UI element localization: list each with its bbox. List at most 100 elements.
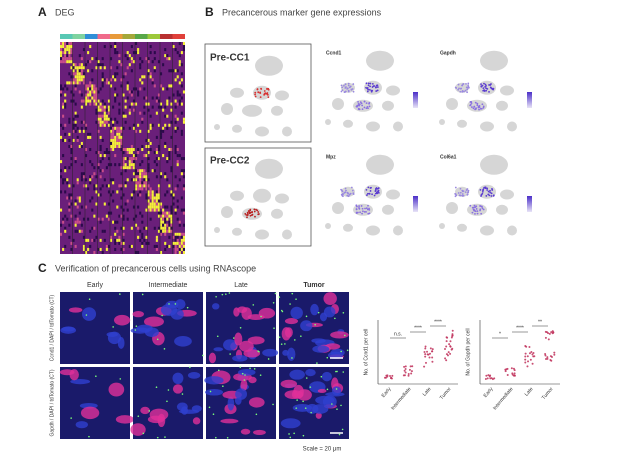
cell-blob (290, 306, 303, 320)
heat-cell (176, 217, 179, 221)
umap-cluster (214, 227, 220, 233)
heat-cell (168, 244, 171, 248)
x-category: Late (524, 386, 535, 397)
rna-dot (267, 358, 270, 360)
umap-cluster (480, 225, 494, 236)
heat-cell (114, 75, 117, 79)
heat-cell (91, 69, 94, 73)
heat-cell (166, 160, 169, 164)
umap-cell (486, 187, 489, 190)
heat-cell (137, 93, 140, 97)
heat-cell (116, 135, 119, 139)
umap-cell (473, 209, 476, 212)
umap-cell (352, 90, 355, 93)
heat-cell (141, 181, 144, 185)
heat-cell (95, 235, 98, 239)
heat-cell (180, 196, 183, 200)
heat-cell (132, 87, 135, 91)
heat-cell (89, 135, 92, 139)
heat-cell (130, 244, 133, 248)
heat-cell (174, 208, 177, 212)
heat-cell (110, 84, 113, 88)
heat-cell (160, 205, 163, 209)
umap-cell (459, 191, 462, 194)
heat-cell (66, 181, 69, 185)
heat-cell (97, 99, 100, 103)
heat-cell (99, 63, 102, 67)
heat-cell (126, 96, 129, 100)
heat-cell (141, 160, 144, 164)
heat-cell (166, 211, 169, 215)
heat-cell (151, 169, 154, 173)
umap-cell (365, 82, 368, 85)
umap-cell (472, 107, 475, 110)
heat-cell (178, 220, 181, 224)
heat-cell (155, 175, 158, 179)
rna-dot (305, 377, 308, 379)
heat-cell (95, 99, 98, 103)
heat-cell (107, 111, 110, 115)
heat-cell (130, 160, 133, 164)
umap-cell (365, 107, 368, 110)
heat-cell (170, 108, 173, 112)
heat-cell (112, 126, 115, 130)
umap-cluster (457, 119, 467, 128)
heat-cell (174, 241, 177, 245)
heat-cell (114, 138, 117, 142)
heat-cell (155, 135, 158, 139)
heat-cell (145, 178, 148, 182)
data-dot (390, 376, 393, 379)
heat-cell (166, 190, 169, 194)
heat-cell (62, 181, 65, 185)
heat-cell (95, 66, 98, 70)
umap-cluster (232, 124, 242, 133)
heat-cell (145, 96, 148, 100)
heat-cell (99, 247, 102, 251)
umap-cell (490, 195, 493, 197)
heat-cell (132, 123, 135, 127)
rna-dot (155, 386, 158, 388)
heat-cell (97, 166, 100, 170)
heat-cell (141, 214, 144, 218)
cell-blob (205, 388, 224, 396)
heat-cell (182, 157, 185, 161)
heat-cell (168, 57, 171, 61)
umap-cell (355, 208, 358, 211)
heat-cell (135, 178, 138, 182)
rna-dot (338, 433, 341, 436)
umap-cell (464, 89, 467, 92)
heat-cell (68, 184, 71, 188)
umap-cell (459, 187, 462, 190)
heat-cell (180, 235, 183, 239)
umap-cell (376, 84, 379, 87)
heat-cell (60, 208, 63, 212)
heat-cell (170, 190, 173, 194)
heat-cell (160, 229, 163, 233)
panel-title: DEG (55, 7, 75, 17)
heat-cell (178, 54, 181, 58)
heat-cell (126, 57, 129, 61)
heat-cell (135, 187, 138, 191)
heat-cell (68, 138, 71, 142)
umap-cell (344, 91, 346, 93)
heat-cell (93, 102, 96, 106)
heat-cell (60, 57, 63, 61)
heat-cell (155, 238, 158, 242)
data-dot (404, 371, 407, 374)
heat-cell (101, 217, 104, 221)
heat-cell (139, 190, 142, 194)
heat-cell (91, 57, 94, 61)
heat-cell (180, 102, 183, 106)
heat-cell (149, 196, 152, 200)
heat-cell (128, 157, 131, 161)
significance: **** (516, 325, 524, 331)
heat-cell (60, 87, 63, 91)
heat-cell (170, 193, 173, 197)
rna-dot (181, 393, 184, 395)
cell-blob (115, 415, 135, 424)
heat-cell (80, 69, 83, 73)
heat-cell (101, 105, 104, 109)
heat-cell (166, 229, 169, 233)
heat-cell (137, 123, 140, 127)
rna-dot (85, 314, 88, 316)
